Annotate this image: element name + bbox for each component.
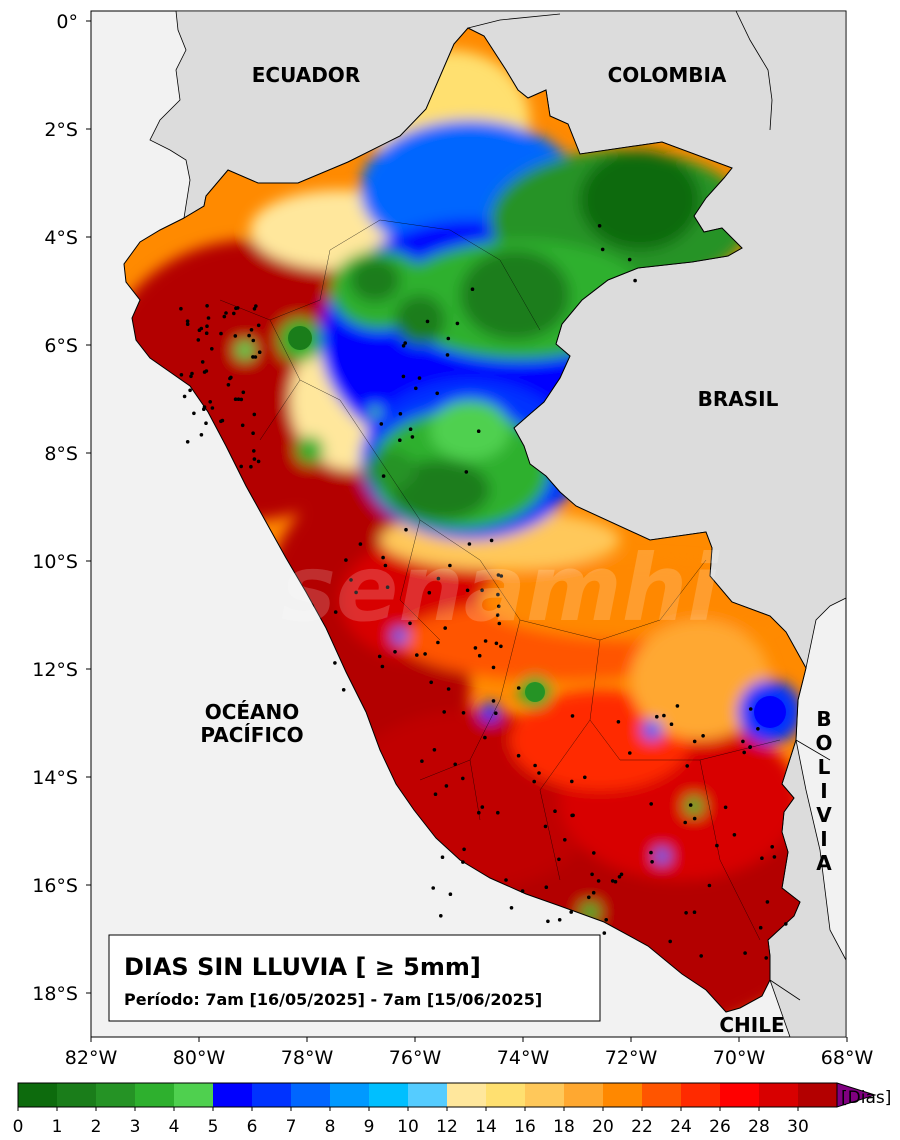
- lon-tick-label: 68°W: [821, 1047, 874, 1069]
- peru-outline: [123, 27, 807, 1013]
- latitude-axis: 0° 2°S 4°S 6°S 8°S 10°S 12°S 14°S 16°S 18°S: [32, 11, 91, 1005]
- colorbar-tick-label: 12: [436, 1117, 458, 1137]
- colorbar-tick-label: 0: [13, 1117, 24, 1137]
- title-box: [108, 934, 601, 1022]
- label-colombia: COLOMBIA: [608, 63, 727, 87]
- colorbar-tick-label: 2: [91, 1117, 102, 1137]
- label-ecuador: ECUADOR: [252, 63, 360, 87]
- colorbar-tick-label: 3: [130, 1117, 141, 1137]
- lat-tick-label: 10°S: [32, 551, 78, 573]
- colorbar-tick-label: 4: [169, 1117, 180, 1137]
- colorbar-swatch: [564, 1083, 603, 1107]
- colorbar-swatch: [174, 1083, 213, 1107]
- colorbar-swatch: [486, 1083, 525, 1107]
- colorbar-tick-label: 6: [247, 1117, 258, 1137]
- colorbar-tick-label: 26: [709, 1117, 731, 1137]
- label-chile: CHILE: [719, 1013, 784, 1037]
- map-title: DIAS SIN LLUVIA [ ≥ 5mm]: [124, 953, 481, 981]
- colorbar-tick-label: 30: [787, 1117, 809, 1137]
- label-ocean-line2: PACÍFICO: [200, 723, 303, 747]
- colorbar-swatch: [135, 1083, 174, 1107]
- bolivia-letter: V: [816, 803, 832, 827]
- lon-tick-label: 70°W: [713, 1047, 766, 1069]
- longitude-axis: 82°W 80°W 78°W 76°W 74°W 72°W 70°W 68°W: [65, 1037, 874, 1069]
- colorbar-swatch: [57, 1083, 96, 1107]
- lat-tick-label: 8°S: [44, 443, 78, 465]
- lat-tick-label: 6°S: [44, 335, 78, 357]
- lat-tick-label: 14°S: [32, 767, 78, 789]
- bolivia-letter: B: [816, 707, 831, 731]
- bolivia-letter: L: [818, 755, 831, 779]
- lon-tick-label: 76°W: [389, 1047, 442, 1069]
- bolivia-letter: O: [815, 731, 832, 755]
- colorbar-swatch: [798, 1083, 837, 1107]
- colorbar-tick-label: 28: [748, 1117, 770, 1137]
- colorbar-swatch: [408, 1083, 447, 1107]
- lon-tick-label: 82°W: [65, 1047, 118, 1069]
- colorbar-swatch: [96, 1083, 135, 1107]
- label-brasil: BRASIL: [698, 387, 779, 411]
- lat-tick-label: 16°S: [32, 875, 78, 897]
- colorbar-swatch: [720, 1083, 759, 1107]
- lon-tick-label: 80°W: [173, 1047, 226, 1069]
- colorbar-tick-label: 16: [514, 1117, 536, 1137]
- colorbar-tick-label: 10: [397, 1117, 419, 1137]
- colorbar: 0 1 2 3 4 5 6 7 8 9 10 12 14 16 18 20 22 24 26 28 30: [13, 1082, 877, 1137]
- colorbar-tick-label: 8: [325, 1117, 336, 1137]
- lon-tick-label: 78°W: [281, 1047, 334, 1069]
- colorbar-tick-label: 24: [670, 1117, 692, 1137]
- colorbar-tick-label: 5: [208, 1117, 219, 1137]
- colorbar-swatch: [603, 1083, 642, 1107]
- bolivia-letter: I: [820, 827, 827, 851]
- lat-tick-label: 12°S: [32, 659, 78, 681]
- map-period: Período: 7am [16/05/2025] - 7am [15/06/2…: [124, 990, 542, 1009]
- lat-tick-label: 4°S: [44, 227, 78, 249]
- colorbar-tick-label: 1: [52, 1117, 63, 1137]
- colorbar-swatch: [330, 1083, 369, 1107]
- bolivia-letter: I: [820, 779, 827, 803]
- neighbor-borders: [467, 11, 831, 1001]
- watermark: senamhi: [281, 535, 720, 642]
- colorbar-swatch: [525, 1083, 564, 1107]
- label-ocean-line1: OCÉANO: [205, 700, 300, 724]
- lon-tick-label: 74°W: [497, 1047, 550, 1069]
- colorbar-tick-label: 9: [364, 1117, 375, 1137]
- lat-tick-label: 2°S: [44, 119, 78, 141]
- colorbar-swatch: [369, 1083, 408, 1107]
- colorbar-tick-label: 14: [475, 1117, 497, 1137]
- lat-tick-label: 18°S: [32, 983, 78, 1005]
- colorbar-swatch: [291, 1083, 330, 1107]
- department-borders: [219, 219, 781, 941]
- lat-tick-label: 0°: [56, 11, 78, 33]
- colorbar-swatch: [213, 1083, 252, 1107]
- colorbar-swatch: [759, 1083, 798, 1107]
- colorbar-tick-label: 18: [553, 1117, 575, 1137]
- lon-tick-label: 72°W: [605, 1047, 658, 1069]
- colorbar-swatch: [447, 1083, 486, 1107]
- bolivia-letter: A: [816, 851, 832, 875]
- colorbar-unit: [Dias]: [841, 1088, 891, 1108]
- colorbar-swatch: [681, 1083, 720, 1107]
- colorbar-swatch: [642, 1083, 681, 1107]
- colorbar-tick-label: 7: [286, 1117, 297, 1137]
- colorbar-swatch: [18, 1083, 57, 1107]
- colorbar-tick-label: 20: [592, 1117, 614, 1137]
- colorbar-swatch: [252, 1083, 291, 1107]
- station-dots: [179, 224, 788, 960]
- colorbar-tick-label: 22: [631, 1117, 653, 1137]
